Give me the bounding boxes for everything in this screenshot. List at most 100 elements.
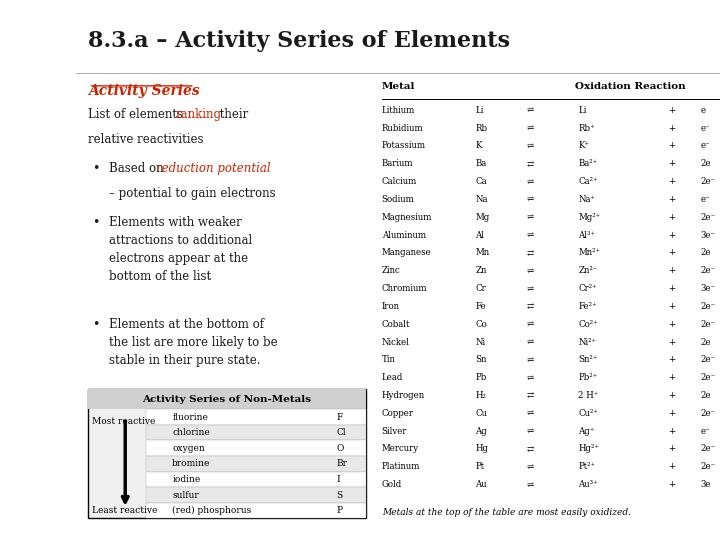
FancyBboxPatch shape xyxy=(146,503,366,518)
Text: their: their xyxy=(216,108,248,121)
Text: 3e⁻: 3e⁻ xyxy=(701,231,716,240)
Text: 2e⁻: 2e⁻ xyxy=(701,320,716,329)
Text: +: + xyxy=(668,266,675,275)
Text: Iron: Iron xyxy=(382,302,400,311)
Text: Activity Series: Activity Series xyxy=(89,84,200,98)
Text: – potential to gain electrons: – potential to gain electrons xyxy=(109,187,276,200)
Text: Ba²⁺: Ba²⁺ xyxy=(578,159,598,168)
Text: 2e⁻: 2e⁻ xyxy=(701,355,716,364)
Text: ⇌: ⇌ xyxy=(526,141,534,151)
FancyBboxPatch shape xyxy=(146,456,366,471)
Text: 3e⁻: 3e⁻ xyxy=(701,284,716,293)
Text: 2e⁻: 2e⁻ xyxy=(701,373,716,382)
Text: ⇌: ⇌ xyxy=(526,231,534,240)
Text: K: K xyxy=(475,141,482,151)
Text: ⇄: ⇄ xyxy=(526,159,534,168)
Text: Hydrogen: Hydrogen xyxy=(382,391,425,400)
Text: ⇌: ⇌ xyxy=(526,480,534,489)
Text: F: F xyxy=(336,413,343,422)
Text: Rb⁺: Rb⁺ xyxy=(578,124,595,133)
FancyBboxPatch shape xyxy=(146,425,366,441)
Text: Br: Br xyxy=(336,460,348,468)
Text: iodine: iodine xyxy=(172,475,200,484)
Text: +: + xyxy=(668,284,675,293)
Text: Cl: Cl xyxy=(336,428,346,437)
Text: +: + xyxy=(668,124,675,133)
Text: List of elements: List of elements xyxy=(89,108,187,121)
Text: oxygen: oxygen xyxy=(172,444,205,453)
Text: Metal: Metal xyxy=(382,82,415,91)
Text: ⇌: ⇌ xyxy=(526,124,534,133)
Text: Rubidium: Rubidium xyxy=(382,124,423,133)
FancyBboxPatch shape xyxy=(146,487,366,503)
Text: +: + xyxy=(668,213,675,222)
Text: Elements with weaker
attractions to additional
electrons appear at the
bottom of: Elements with weaker attractions to addi… xyxy=(109,216,252,283)
Text: Nickel: Nickel xyxy=(382,338,410,347)
Text: Al³⁺: Al³⁺ xyxy=(578,231,595,240)
Text: Sn: Sn xyxy=(475,355,487,364)
Text: ⇌: ⇌ xyxy=(526,409,534,418)
Text: Cu: Cu xyxy=(475,409,487,418)
Text: +: + xyxy=(668,320,675,329)
FancyBboxPatch shape xyxy=(146,441,366,456)
Text: ⇌: ⇌ xyxy=(526,338,534,347)
Text: Mn: Mn xyxy=(475,248,490,258)
Text: Ca²⁺: Ca²⁺ xyxy=(578,177,598,186)
Text: Most reactive: Most reactive xyxy=(91,417,155,426)
Text: S: S xyxy=(336,490,343,500)
Text: •: • xyxy=(91,216,99,229)
Text: I: I xyxy=(336,475,341,484)
Text: Al: Al xyxy=(475,231,484,240)
Text: ⇄: ⇄ xyxy=(526,248,534,258)
Text: Ni: Ni xyxy=(475,338,485,347)
Text: +: + xyxy=(668,355,675,364)
Text: ⇌: ⇌ xyxy=(526,177,534,186)
Text: Metals at the top of the table are most easily oxidized.: Metals at the top of the table are most … xyxy=(382,508,631,517)
Text: +: + xyxy=(668,141,675,151)
Text: ⇄: ⇄ xyxy=(526,391,534,400)
Text: +: + xyxy=(668,480,675,489)
Text: Elements at the bottom of
the list are more likely to be
stable in their pure st: Elements at the bottom of the list are m… xyxy=(109,318,278,367)
Text: fluorine: fluorine xyxy=(172,413,208,422)
Text: +: + xyxy=(668,248,675,258)
Text: Na⁺: Na⁺ xyxy=(578,195,595,204)
Text: Cr²⁺: Cr²⁺ xyxy=(578,284,597,293)
Text: +: + xyxy=(668,177,675,186)
Text: Zn²⁻: Zn²⁻ xyxy=(578,266,598,275)
Text: Li: Li xyxy=(578,106,587,115)
Text: e⁻: e⁻ xyxy=(701,141,711,151)
Text: Cr: Cr xyxy=(475,284,486,293)
Text: 8.3.a – Activity Series of Elements: 8.3.a – Activity Series of Elements xyxy=(89,30,510,52)
Text: Gold: Gold xyxy=(382,480,402,489)
Text: +: + xyxy=(668,231,675,240)
Text: 2e⁻: 2e⁻ xyxy=(701,409,716,418)
Text: ⇌: ⇌ xyxy=(526,213,534,222)
Text: ⇌: ⇌ xyxy=(526,373,534,382)
Text: +: + xyxy=(668,462,675,471)
Text: Cu²⁺: Cu²⁺ xyxy=(578,409,598,418)
Text: Oxidation Reaction: Oxidation Reaction xyxy=(575,82,685,91)
Text: Silver: Silver xyxy=(382,427,408,436)
Text: Co²⁺: Co²⁺ xyxy=(578,320,598,329)
Text: •: • xyxy=(91,162,99,175)
Text: Ni²⁺: Ni²⁺ xyxy=(578,338,596,347)
Text: Potassium: Potassium xyxy=(382,141,426,151)
Text: 2e: 2e xyxy=(701,391,711,400)
Text: Aluminum: Aluminum xyxy=(382,231,426,240)
Text: Ca: Ca xyxy=(475,177,487,186)
Text: Pb²⁺: Pb²⁺ xyxy=(578,373,598,382)
Text: +: + xyxy=(668,106,675,115)
Text: Tin: Tin xyxy=(382,355,395,364)
Text: 2e: 2e xyxy=(701,159,711,168)
Text: ⇄: ⇄ xyxy=(526,302,534,311)
Text: ⇌: ⇌ xyxy=(526,320,534,329)
Text: Co: Co xyxy=(475,320,487,329)
Text: Least reactive: Least reactive xyxy=(91,506,157,515)
Text: relative reactivities: relative reactivities xyxy=(89,133,204,146)
Text: +: + xyxy=(668,444,675,454)
Text: Barium: Barium xyxy=(382,159,413,168)
Text: Zinc: Zinc xyxy=(382,266,400,275)
Text: H₂: H₂ xyxy=(475,391,486,400)
Text: ⇌: ⇌ xyxy=(526,195,534,204)
Text: O: O xyxy=(336,444,344,453)
